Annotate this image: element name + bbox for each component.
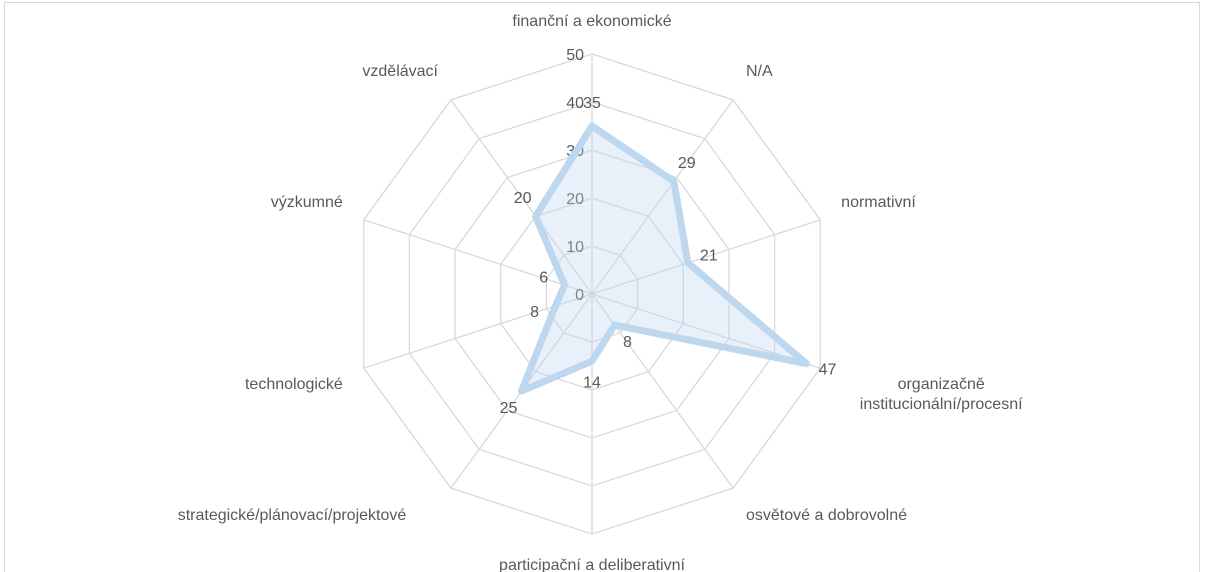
axis-spoke [363, 219, 593, 295]
data-label: 14 [583, 374, 601, 391]
data-label: 20 [514, 190, 532, 207]
data-label: 35 [583, 95, 601, 112]
data-label: 47 [819, 362, 837, 379]
r-tick-label: 20 [566, 191, 584, 208]
data-label: 21 [700, 247, 718, 264]
category-label: normativní [841, 194, 916, 212]
data-label: 6 [539, 270, 548, 287]
r-tick-label: 50 [566, 47, 584, 64]
r-tick-label: 0 [575, 287, 584, 304]
axis-spoke [450, 99, 593, 295]
chart-border [4, 2, 1200, 572]
category-label: výzkumné [270, 194, 343, 212]
category-label: strategické/plánovací/projektové [177, 506, 407, 524]
data-label: 8 [623, 334, 632, 351]
series-area [517, 122, 811, 395]
r-tick-label: 10 [566, 239, 584, 256]
category-label: osvětové a dobrovolné [745, 506, 907, 524]
category-label: N/A [745, 63, 773, 81]
category-label: organizačně institucionální/procesní [859, 375, 1023, 413]
data-label: 29 [678, 155, 696, 172]
axis-spoke [591, 99, 734, 295]
category-label: vzdělávací [362, 63, 438, 81]
category-label: participační a deliberativní [499, 557, 685, 572]
category-label: technologické [244, 375, 343, 393]
data-label: 25 [500, 400, 518, 417]
axis-spoke [591, 219, 821, 295]
category-label: finanční a ekonomické [512, 13, 672, 30]
data-label: 8 [530, 304, 539, 321]
r-tick-label: 40 [566, 95, 584, 112]
